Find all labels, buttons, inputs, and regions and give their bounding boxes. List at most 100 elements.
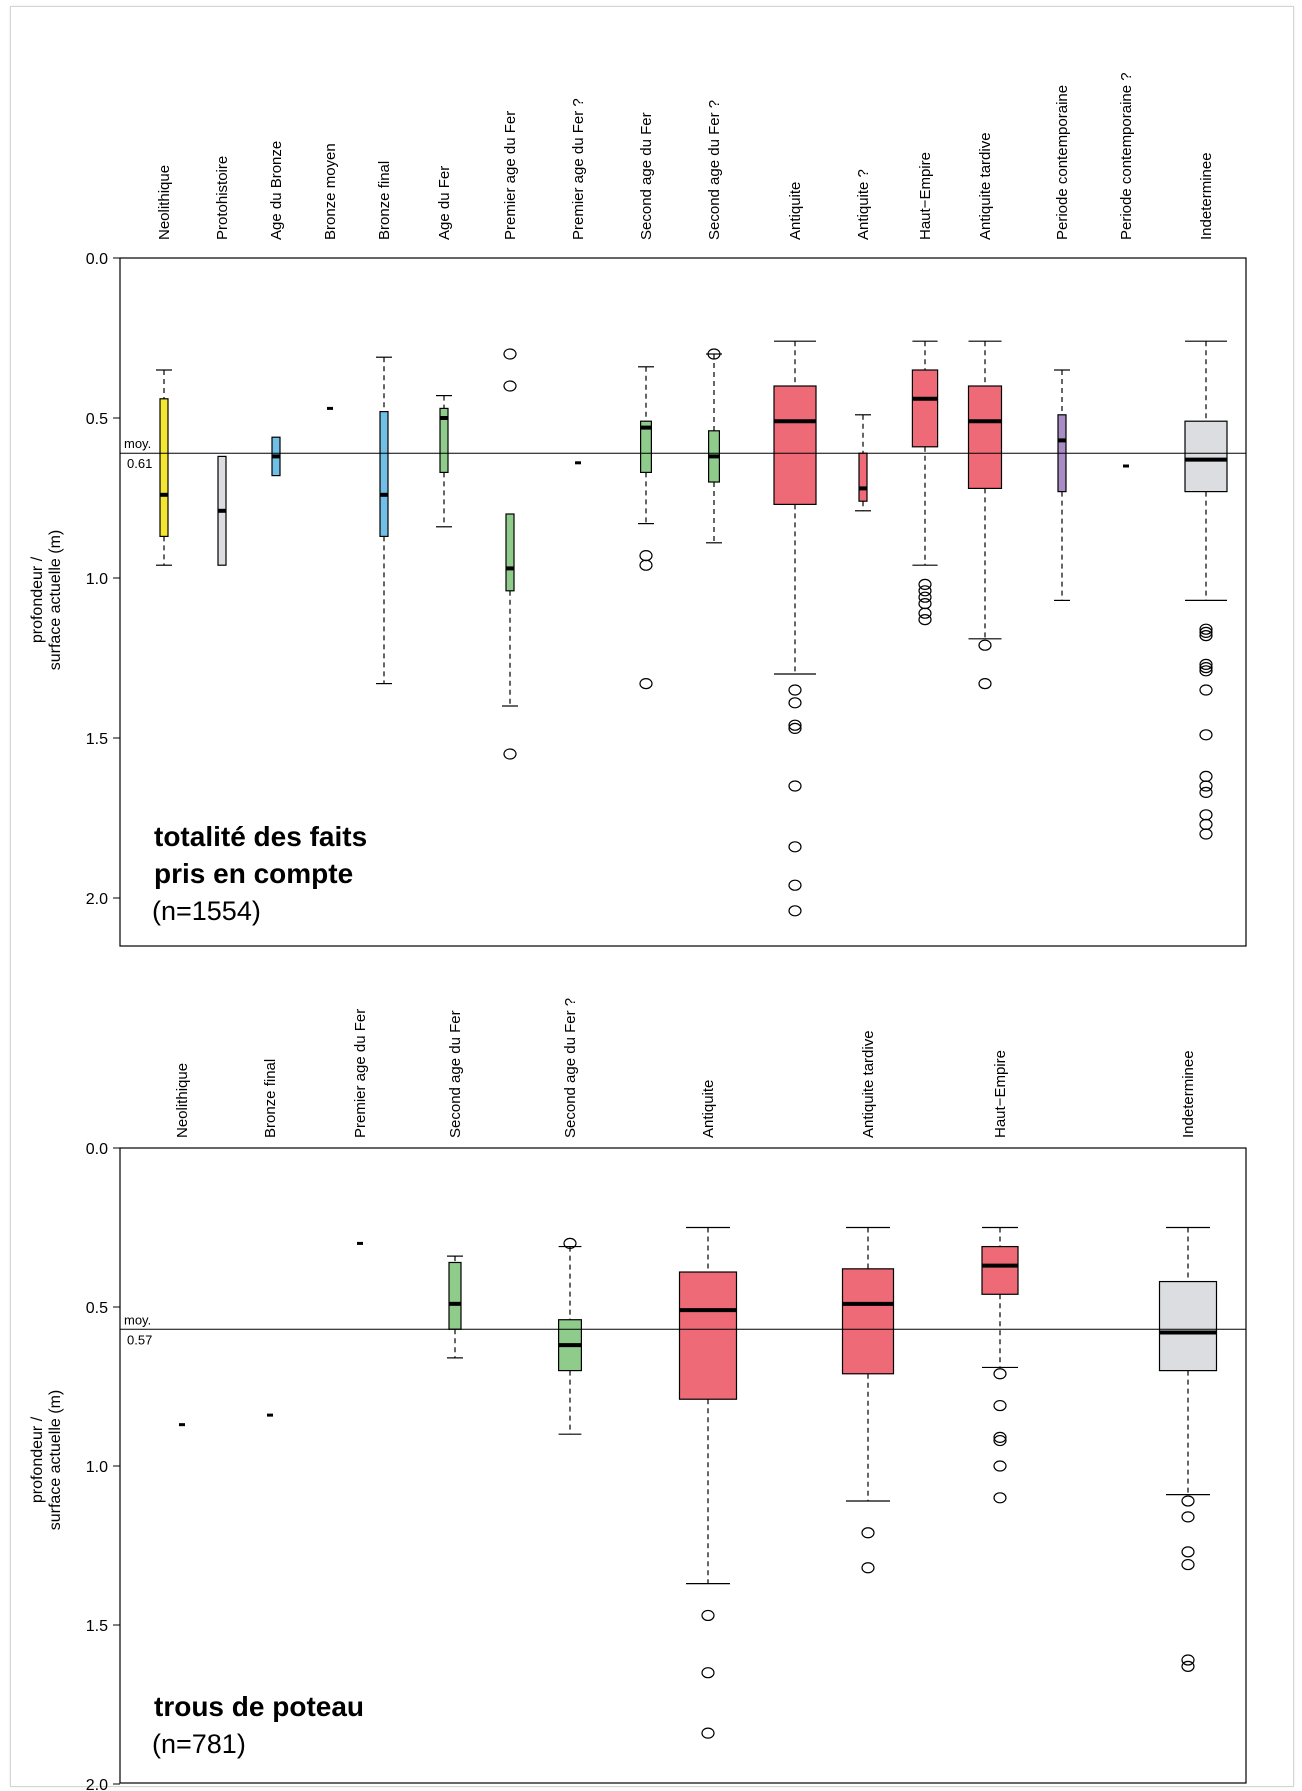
outlier-point xyxy=(918,578,932,591)
y-tick-label: 1.0 xyxy=(86,1459,108,1476)
outlier-point xyxy=(1181,1546,1195,1558)
single-point-mark xyxy=(357,1241,363,1245)
box-iqr xyxy=(911,369,939,448)
y-axis-1: 0.0 0.5 1.0 1.5 2.0 xyxy=(86,251,120,908)
outlier-point xyxy=(639,677,653,690)
outlier-point xyxy=(503,348,517,360)
outlier-point xyxy=(788,684,802,696)
outlier-point xyxy=(788,879,802,891)
category-label: Periode contemporaine xyxy=(1054,85,1071,240)
box-iqr xyxy=(858,452,868,502)
category-label: Protohistoire xyxy=(214,156,231,240)
box-iqr xyxy=(379,411,389,538)
outlier-point xyxy=(1199,828,1213,840)
boxes-2 xyxy=(179,1226,1218,1739)
single-point-mark xyxy=(1123,464,1129,468)
category-labels-2: Neolithique Bronze final Premier age du Fe… xyxy=(174,998,1197,1138)
single-point-mark xyxy=(179,1423,185,1427)
panel-n-1: (n=1554) xyxy=(152,896,261,926)
outlier-point xyxy=(788,905,802,917)
box-iqr xyxy=(773,385,817,506)
y-tick-label: 0.0 xyxy=(86,1141,108,1158)
y-tick-label: 0.0 xyxy=(86,251,108,268)
outlier-point xyxy=(978,639,992,651)
single-point-mark xyxy=(575,461,581,465)
outlier-point xyxy=(788,719,802,731)
outlier-point xyxy=(1181,1654,1195,1666)
single-point-mark xyxy=(327,406,333,410)
single-point-mark xyxy=(267,1413,273,1417)
box-iqr xyxy=(448,1261,462,1330)
outlier-point xyxy=(993,1399,1007,1412)
category-label: Indeterminee xyxy=(1180,1050,1197,1138)
plot-area-2 xyxy=(119,1147,1247,1784)
outlier-point xyxy=(918,597,932,610)
outlier-point xyxy=(1199,661,1213,674)
category-label: Indeterminee xyxy=(1198,152,1215,240)
box-iqr xyxy=(967,385,1003,490)
outlier-point xyxy=(918,607,932,619)
outlier-point xyxy=(1181,1660,1195,1672)
outlier-point xyxy=(1181,1511,1195,1523)
panel-all-features: 0.0 0.5 1.0 1.5 2.0 Neolithique Protohistoire… xyxy=(29,72,1247,947)
panel-n-2: (n=781) xyxy=(152,1729,246,1759)
y-axis-label-1b: surface actuelle (m) xyxy=(47,530,64,671)
outlier-point xyxy=(639,549,653,562)
outlier-point xyxy=(1199,665,1213,677)
box-iqr xyxy=(639,420,652,474)
y-axis-label-1a: profondeur / xyxy=(29,556,46,643)
category-labels-1: Neolithique Protohistoire Age du Bronze Bro… xyxy=(156,72,1215,240)
box-iqr xyxy=(159,398,169,537)
box-iqr xyxy=(505,513,515,592)
outlier-point xyxy=(1199,786,1213,799)
y-axis-2: 0.0 0.5 1.0 1.5 2.0 xyxy=(86,1141,120,1791)
category-label: Bronze final xyxy=(376,161,393,240)
category-label: Antiquite xyxy=(700,1080,717,1138)
outlier-point xyxy=(918,591,932,603)
y-axis-label-2b: surface actuelle (m) xyxy=(47,1390,64,1531)
category-label: Second age du Fer xyxy=(638,112,655,240)
outlier-point xyxy=(1199,780,1213,792)
outlier-point xyxy=(918,613,932,626)
category-label: Neolithique xyxy=(174,1063,191,1138)
category-label: Age du Bronze xyxy=(268,141,285,240)
y-tick-label: 2.0 xyxy=(86,891,108,908)
outlier-point xyxy=(993,1434,1007,1447)
y-tick-label: 0.5 xyxy=(86,1300,108,1317)
outlier-point xyxy=(1199,626,1213,639)
panel-title-1-line2: pris en compte xyxy=(154,858,353,889)
outlier-point xyxy=(993,1460,1007,1472)
category-label: Second age du Fer xyxy=(447,1010,464,1138)
mean-label-2: moy. xyxy=(124,1312,151,1327)
category-label: Premier age du Fer xyxy=(352,1009,369,1138)
outlier-point xyxy=(503,748,517,760)
outlier-point xyxy=(861,1562,875,1574)
outlier-point xyxy=(1199,770,1213,783)
figure-frame xyxy=(10,6,1294,1787)
outlier-point xyxy=(563,1237,577,1250)
mean-value-1: 0.61 xyxy=(127,456,152,471)
outlier-point xyxy=(707,348,721,360)
outlier-point xyxy=(993,1492,1007,1504)
y-axis-label-2a: profondeur / xyxy=(29,1416,46,1503)
category-label: Antiquite ? xyxy=(855,169,872,240)
outlier-point xyxy=(1199,658,1213,671)
y-tick-label: 1.5 xyxy=(86,1618,108,1635)
category-label: Age du Fer xyxy=(436,166,453,240)
outlier-point xyxy=(1199,684,1213,696)
category-label: Neolithique xyxy=(156,165,173,240)
category-label: Antiquite tardive xyxy=(977,132,994,240)
category-label: Second age du Fer ? xyxy=(562,998,579,1138)
outlier-point xyxy=(1199,818,1213,831)
category-label: Antiquite tardive xyxy=(860,1030,877,1138)
category-label: Premier age du Fer ? xyxy=(570,98,587,240)
outlier-point xyxy=(993,1431,1007,1443)
y-tick-label: 1.0 xyxy=(86,571,108,588)
category-label: Second age du Fer ? xyxy=(706,100,723,240)
outlier-point xyxy=(701,1667,715,1679)
box-iqr xyxy=(981,1245,1019,1295)
y-tick-label: 0.5 xyxy=(86,411,108,428)
outlier-point xyxy=(701,1727,715,1739)
outlier-point xyxy=(993,1368,1007,1380)
outlier-point xyxy=(1199,729,1213,741)
